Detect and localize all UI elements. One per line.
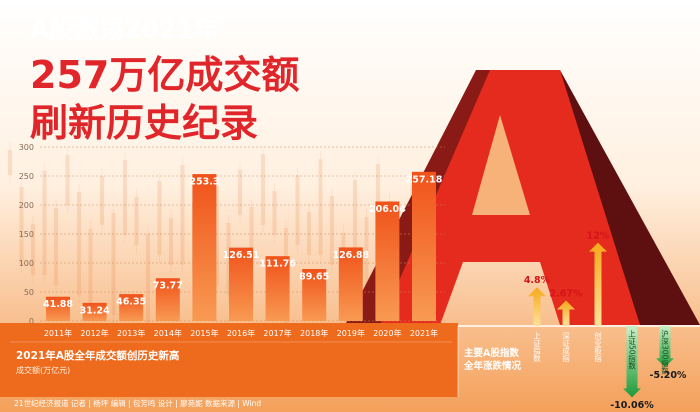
- decor-candle-body: [353, 180, 357, 275]
- decor-candle-body: [307, 212, 311, 255]
- y-tick-label: 250: [19, 172, 34, 181]
- x-tick-label: 2018年: [300, 328, 328, 338]
- turnover-bar: [338, 247, 363, 321]
- turnover-bar: [229, 247, 253, 321]
- index-up-arrow: [528, 287, 546, 326]
- turnover-bar: [155, 278, 180, 321]
- x-tick-label: 2021年: [410, 328, 438, 338]
- turnover-bar: [82, 302, 107, 321]
- decor-candle-body: [364, 217, 369, 285]
- turnover-data-label: 46.35: [116, 297, 146, 308]
- index-up-arrow: [589, 242, 607, 326]
- decor-candle-body: [272, 191, 277, 235]
- decor-candle-body: [88, 229, 93, 305]
- decor-candle-body: [111, 213, 116, 315]
- index-name-label: 上证50指数: [627, 330, 636, 371]
- decor-candle-body: [100, 176, 104, 225]
- turnover-data-label: 253.3: [189, 177, 219, 188]
- index-change-label: 4.8%: [524, 275, 551, 286]
- decor-candle-body: [65, 155, 70, 205]
- index-change-label: 2.67%: [550, 288, 583, 299]
- y-tick-label: 200: [19, 201, 34, 210]
- decor-candle-body: [215, 186, 219, 285]
- x-tick-label: 2011年: [44, 328, 72, 338]
- turnover-footer-band: [0, 323, 458, 397]
- turnover-chart-y-axis: 0 50 100 150 200 250 300: [19, 143, 34, 326]
- turnover-data-label: 111.76: [259, 259, 296, 270]
- decor-candle-body: [238, 170, 242, 215]
- decor-candle-body: [226, 223, 231, 295]
- turnover-chart-bars: [46, 171, 436, 321]
- decor-candle-body: [330, 196, 334, 265]
- index-down-arrow: [623, 326, 641, 398]
- turnover-data-label: 126.88: [332, 250, 369, 261]
- headline-line1: A股激荡2021年: [30, 15, 219, 44]
- x-tick-label: 2020年: [373, 328, 401, 338]
- x-tick-label: 2013年: [117, 328, 145, 338]
- y-tick-label: 50: [24, 288, 34, 297]
- decor-candle-body: [376, 164, 380, 205]
- turnover-data-label: 257.18: [406, 174, 443, 185]
- decor-candle-body: [180, 165, 185, 265]
- turnover-bar: [119, 294, 144, 321]
- turnover-data-label: 31.24: [80, 305, 110, 316]
- index-change-label: 12%: [587, 231, 610, 242]
- turnover-data-label: 41.88: [43, 299, 73, 310]
- decor-candle-body: [54, 208, 58, 285]
- decor-candle-body: [134, 197, 139, 245]
- credits: 21世纪经济报道 记者 | 杨坪 编辑 | 包芳鸣 设计 | 廖苑妮 数据来源 …: [14, 398, 261, 408]
- turnover-data-label: 206.04: [369, 204, 406, 215]
- decor-candle-body: [146, 234, 150, 335]
- x-tick-label: 2012年: [80, 328, 108, 338]
- turnover-bar: [412, 171, 436, 321]
- turnover-data-label: 126.51: [223, 250, 260, 261]
- turnover-bar: [302, 269, 327, 321]
- decor-candle-body: [123, 160, 127, 235]
- index-name-label: 沪深300指数: [660, 329, 669, 376]
- turnover-chart-unit: 成交额(万亿元): [16, 365, 70, 375]
- index-section-title-line2: 全年涨跌情况: [463, 360, 522, 372]
- index-change-chart: 4.8% 上证指数 2.67% 深证成指 12% 创业板指 上证50指数 -10.06% 沪深3…: [524, 231, 687, 411]
- x-tick-label: 2014年: [154, 328, 182, 338]
- turnover-bar: [375, 201, 400, 321]
- headline-line2: 257万亿成交额: [30, 53, 299, 97]
- x-tick-label: 2015年: [190, 328, 218, 338]
- decor-candle-body: [19, 187, 24, 265]
- turnover-chart-x-axis: 2011年 2012年 2013年 2014年 2015年 2016年 2017年 2018年…: [44, 328, 438, 338]
- turnover-chart-data-labels: 41.88 31.24 46.35 73.77 253.3 126.51111.7689.…: [43, 174, 443, 316]
- decor-candle-body: [8, 150, 12, 175]
- decor-candle-body: [77, 192, 81, 295]
- turnover-data-label: 89.65: [299, 272, 329, 283]
- index-name-label: 深证成指: [561, 332, 570, 364]
- turnover-chart-title: 2021年A股全年成交额创历史新高: [16, 349, 180, 362]
- decor-candle-body: [157, 181, 162, 255]
- index-section-title-line1: 主要A股指数: [464, 347, 519, 359]
- x-tick-label: 2019年: [337, 328, 365, 338]
- turnover-data-label: 73.77: [153, 281, 183, 292]
- decor-candle-body: [31, 224, 35, 275]
- turnover-bar: [46, 296, 70, 321]
- decor-candle-body: [42, 171, 47, 275]
- index-change-label: -10.06%: [610, 400, 654, 411]
- x-tick-label: 2016年: [227, 328, 255, 338]
- index-name-label: 创业板指: [593, 331, 602, 364]
- y-tick-label: 150: [19, 230, 34, 239]
- index-change-label: -5.20%: [650, 370, 687, 381]
- index-up-arrow: [557, 300, 575, 326]
- y-tick-label: 300: [19, 143, 34, 152]
- decor-candle-body: [169, 218, 173, 265]
- decor-candle-body: [318, 159, 323, 255]
- index-name-label: 上证指数: [532, 332, 541, 364]
- decor-candle-body: [261, 154, 265, 225]
- x-tick-label: 2017年: [263, 328, 291, 338]
- turnover-bar: [265, 256, 290, 321]
- y-tick-label: 100: [19, 259, 34, 268]
- headline-line3: 刷新历史纪录: [30, 101, 258, 145]
- y-tick-label: 0: [29, 317, 34, 326]
- index-down-arrow: [656, 326, 674, 368]
- decor-candle-body: [295, 175, 300, 245]
- turnover-bar: [192, 174, 217, 321]
